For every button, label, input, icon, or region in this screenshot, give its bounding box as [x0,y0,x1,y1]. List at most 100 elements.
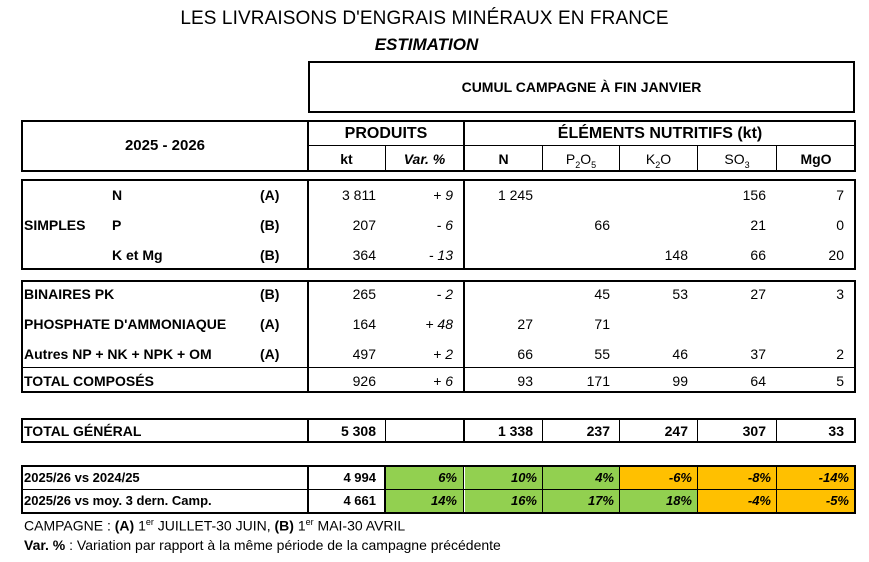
cmp-bg [620,490,697,512]
row-p2o5: 55 [594,346,610,362]
row-campaign: (B) [260,286,280,302]
row-p2o5: 71 [594,316,610,332]
col-mgo: MgO [800,151,832,167]
row-var: + 6 [433,373,453,389]
row-so3: 21 [750,217,766,233]
row-label: P [112,217,122,233]
row-k2o: 99 [672,373,688,389]
cmp-var: 6% [438,470,457,485]
row-p2o5: 171 [586,373,610,389]
cmp-label: 2025/26 vs 2024/25 [24,470,140,485]
row-so3: 37 [750,346,766,362]
row-kt: 364 [352,247,376,263]
row-var: - 2 [436,286,453,302]
row-n: 27 [517,316,533,332]
produits-header: PRODUITS [344,125,428,142]
footnote-var: Var. % : Variation par rapport à la même… [24,537,501,553]
row-so3: 64 [750,373,766,389]
cumul-header-box [308,61,855,113]
row-n: 1 245 [497,187,533,203]
row-kt: 926 [352,373,376,389]
cmp-bg [465,467,542,489]
cmp-bg [777,467,854,489]
total-label: TOTAL GÉNÉRAL [24,423,142,439]
row-so3: 66 [750,247,766,263]
cmp-k2o: 18% [665,493,692,508]
cumul-header: CUMUL CAMPAGNE À FIN JANVIER [461,79,702,95]
cmp-mgo: -14% [818,470,849,485]
cmp-bg [698,467,776,489]
total-block [21,418,856,443]
cmp-bg [386,490,463,512]
footnote-campaign: CAMPAGNE : (A) 1er JUILLET-30 JUIN, (B) … [24,517,406,534]
row-kt: 207 [352,217,376,233]
cmp-bg [543,467,619,489]
cmp-var: 14% [430,493,457,508]
row-label: K et Mg [112,247,163,263]
row-so3: 156 [742,187,766,203]
total-so3: 307 [742,423,766,439]
header-block [21,120,856,172]
row-kt: 3 811 [342,187,376,203]
cmp-p2o5: 4% [595,470,614,485]
row-n: 93 [517,373,533,389]
row-mgo: 7 [836,187,844,203]
col-k2o: K2O [645,151,672,170]
elements-header: ÉLÉMENTS NUTRITIFS (kt) [557,125,763,142]
cmp-kt: 4 994 [343,470,376,485]
period-label: 2025 - 2026 [124,137,206,154]
row-var: + 9 [433,187,453,203]
page-subtitle: ESTIMATION [374,35,479,54]
row-p2o5: 45 [594,286,610,302]
total-k2o: 247 [664,423,688,439]
cmp-so3: -8% [747,470,771,485]
row-mgo: 5 [836,373,844,389]
row-campaign: (B) [260,217,280,233]
row-k2o: 46 [672,346,688,362]
row-var: + 48 [425,316,453,332]
cmp-bg [465,490,542,512]
cmp-p2o5: 17% [587,493,614,508]
cmp-bg [620,467,697,489]
row-mgo: 20 [828,247,844,263]
row-label: TOTAL COMPOSÉS [24,373,154,389]
total-mgo: 33 [828,423,844,439]
cmp-kt: 4 661 [343,493,376,508]
row-campaign: (A) [260,316,280,332]
row-k2o: 148 [664,247,688,263]
cmp-k2o: -6% [668,470,692,485]
simples-label: SIMPLES [24,217,86,233]
page-title: LES LIVRAISONS D'ENGRAIS MINÉRAUX EN FRA… [180,8,669,29]
row-so3: 27 [750,286,766,302]
row-k2o: 53 [672,286,688,302]
cmp-so3: -4% [747,493,771,508]
col-p2o5: P2O5 [565,151,597,170]
cmp-n: 16% [510,493,537,508]
col-so3: SO3 [724,151,750,170]
row-kt: 265 [352,286,376,302]
row-var: - 13 [428,247,453,263]
row-mgo: 3 [836,286,844,302]
row-var: - 6 [436,217,453,233]
row-p2o5: 66 [594,217,610,233]
row-label: PHOSPHATE D'AMMONIAQUE [24,316,227,332]
cmp-bg [698,490,776,512]
simples-block [21,179,856,270]
cmp-bg [386,467,463,489]
col-kt: kt [340,151,353,167]
row-label: Autres NP + NK + NPK + OM [24,346,212,362]
row-mgo: 0 [836,217,844,233]
cmp-n: 10% [510,470,537,485]
total-kt: 5 308 [340,423,376,439]
row-n: 66 [517,346,533,362]
row-campaign: (B) [260,247,280,263]
col-n: N [498,151,509,167]
total-p2o5: 237 [586,423,610,439]
cmp-bg [777,490,854,512]
cmp-mgo: -5% [825,493,849,508]
row-label: N [112,187,123,203]
col-var: Var. % [403,151,446,167]
cmp-label: 2025/26 vs moy. 3 dern. Camp. [24,493,212,508]
row-campaign: (A) [260,346,280,362]
row-var: + 2 [433,346,453,362]
